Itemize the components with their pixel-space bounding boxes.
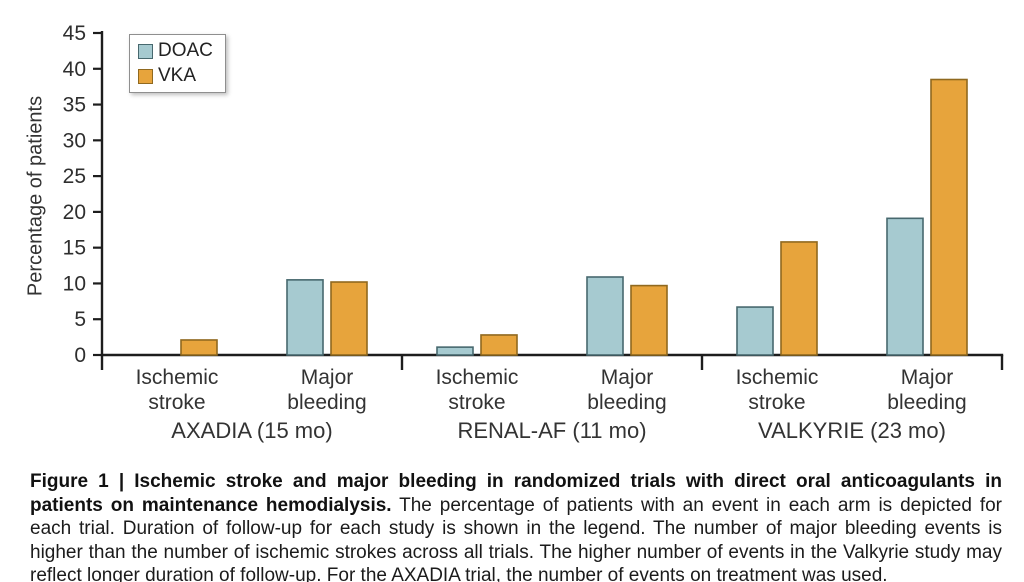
- y-tick-label: 40: [63, 58, 86, 81]
- group-label: RENAL-AF (11 mo): [457, 418, 646, 443]
- y-tick-label: 10: [63, 272, 86, 295]
- bar-doac: [886, 217, 924, 356]
- y-tick-label: 20: [63, 201, 86, 224]
- bar-doac: [436, 346, 474, 356]
- category-label-line1: Ischemic: [436, 366, 519, 389]
- bar-doac: [736, 306, 774, 356]
- legend-item-vka: VKA: [138, 65, 213, 87]
- category-label-line1: Ischemic: [736, 366, 819, 389]
- y-tick-label: 0: [74, 344, 86, 367]
- y-tick-label: 35: [63, 94, 86, 117]
- caption-bold-lead: Figure 1 | Ischemic stroke and major ble…: [30, 471, 1002, 516]
- bar-vka: [780, 241, 818, 356]
- category-label-line2: bleeding: [587, 391, 666, 414]
- category-label-line1: Major: [601, 366, 654, 389]
- y-tick-label: 25: [63, 165, 86, 188]
- category-label-line1: Major: [301, 366, 354, 389]
- bar-vka: [930, 78, 968, 356]
- y-tick-label: 5: [74, 308, 86, 331]
- legend-item-doac: DOAC: [138, 40, 213, 62]
- legend-label-vka: VKA: [158, 65, 197, 86]
- category-label-line2: stroke: [448, 391, 505, 414]
- caption-body: The percentage of patients with an event…: [30, 494, 1002, 582]
- bar-vka: [180, 339, 218, 356]
- bar-vka: [630, 284, 668, 356]
- figure-caption: Figure 1 | Ischemic stroke and major ble…: [0, 470, 1024, 582]
- category-label-line1: Major: [901, 366, 954, 389]
- doac-swatch-icon: [138, 43, 153, 59]
- category-label-line2: bleeding: [287, 391, 366, 414]
- bar-chart: 051015202530354045IschemicstrokeMajorble…: [63, 22, 1004, 443]
- bar-doac: [286, 279, 324, 356]
- bar-vka: [480, 334, 518, 356]
- category-label-line1: Ischemic: [136, 366, 219, 389]
- group-label: VALKYRIE (23 mo): [758, 418, 946, 443]
- bar-vka: [330, 281, 368, 356]
- bar-doac: [586, 276, 624, 356]
- legend: DOAC VKA: [129, 34, 226, 93]
- y-tick-label: 45: [63, 22, 86, 45]
- category-label-line2: bleeding: [887, 391, 966, 414]
- category-label-line2: stroke: [148, 391, 205, 414]
- category-label-line2: stroke: [748, 391, 805, 414]
- legend-label-doac: DOAC: [158, 40, 213, 61]
- group-label: AXADIA (15 mo): [171, 418, 332, 443]
- y-tick-label: 30: [63, 129, 86, 152]
- vka-swatch-icon: [138, 68, 153, 84]
- y-tick-label: 15: [63, 237, 86, 260]
